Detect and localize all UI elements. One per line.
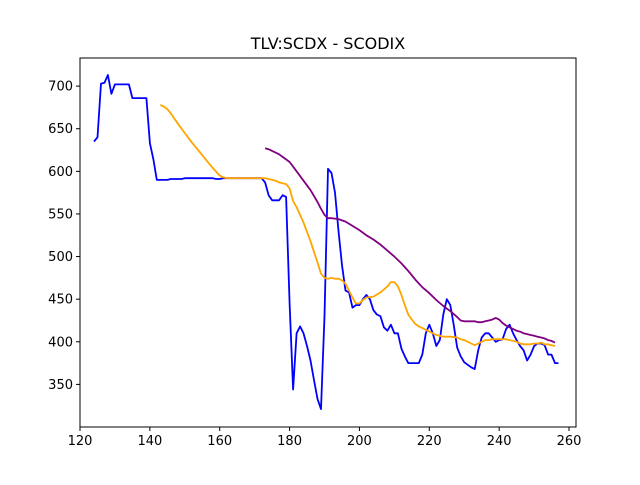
y-tick-label: 450 bbox=[48, 293, 73, 308]
y-tick-label: 550 bbox=[48, 207, 73, 222]
y-tick-label: 600 bbox=[48, 165, 73, 180]
plot-frame bbox=[79, 57, 577, 428]
x-tick-label: 180 bbox=[277, 434, 302, 449]
y-tick-label: 700 bbox=[48, 80, 73, 95]
x-tick-label: 120 bbox=[68, 434, 93, 449]
y-tick-label: 650 bbox=[48, 122, 73, 137]
x-tick-label: 140 bbox=[137, 434, 162, 449]
y-tick-label: 500 bbox=[48, 250, 73, 265]
y-tick-label: 400 bbox=[48, 335, 73, 350]
chart-title: TLV:SCDX - SCODIX bbox=[250, 34, 405, 53]
x-tick-label: 160 bbox=[207, 434, 232, 449]
x-tick-label: 200 bbox=[347, 434, 372, 449]
x-tick-label: 260 bbox=[557, 434, 582, 449]
series-line-1 bbox=[93, 74, 559, 410]
series-layer bbox=[93, 74, 559, 410]
x-axis: 120 140 160 180 200 220 240 260 bbox=[68, 427, 582, 449]
x-tick-label: 220 bbox=[417, 434, 442, 449]
y-axis: 350 400 450 500 550 600 650 700 bbox=[48, 80, 80, 393]
series-line-3 bbox=[264, 147, 556, 344]
y-tick-label: 350 bbox=[48, 378, 73, 393]
series-line-2 bbox=[159, 104, 556, 347]
x-tick-label: 240 bbox=[487, 434, 512, 449]
